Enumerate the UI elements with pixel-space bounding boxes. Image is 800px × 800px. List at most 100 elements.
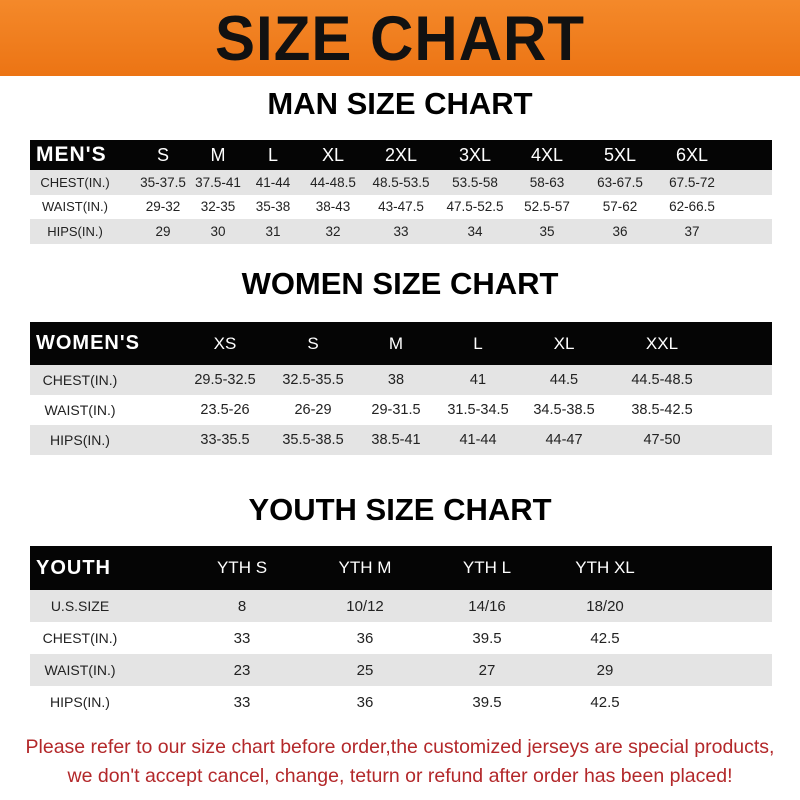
table-cell: 14/16 — [468, 597, 506, 615]
table-cell: 37.5-41 — [195, 174, 241, 190]
page-title: SIZE CHART — [215, 2, 585, 74]
row-label: WAIST(IN.) — [44, 402, 116, 418]
table-cell: 29.5-32.5 — [194, 372, 256, 388]
women-size-table: WOMEN'S XS S M L XL XXL CHEST(IN.) 29.5-32.5 32.5… — [30, 322, 772, 455]
table-cell: 32.5-35.5 — [282, 372, 344, 388]
table-row: WAIST(IN.) 23.5-26 26-29 29-31.5 31.5-34.5 34… — [30, 395, 772, 425]
table-cell: 29-32 — [145, 199, 181, 215]
notice-line-1: Please refer to our size chart before or… — [25, 736, 775, 758]
table-row: WAIST(IN.) 23 25 27 29 — [30, 654, 772, 686]
size-header-cell: YTH L — [462, 558, 512, 577]
youth-size-table: YOUTH YTH S YTH M YTH L YTH XL U.S.SIZE 8 10/12… — [30, 546, 772, 718]
table-header-row: MEN'S S M L XL 2XL 3XL 4XL 5XL 6XL — [30, 140, 772, 170]
size-header-cell: 3XL — [458, 144, 492, 165]
women-heading: WOMEN SIZE CHART — [241, 266, 559, 301]
row-label: HIPS(IN.) — [50, 694, 110, 710]
table-cell: 38.5-42.5 — [631, 402, 693, 418]
table-cell: 52.5-57 — [524, 199, 570, 215]
table-cell: 30 — [210, 223, 226, 239]
table-row: WAIST(IN.) 29-32 32-35 35-38 38-43 43-47.5 47.… — [30, 194, 772, 219]
table-header-row: WOMEN'S XS S M L XL XXL — [30, 322, 772, 365]
size-header-cell: 4XL — [530, 144, 564, 165]
table-header-row: YOUTH YTH S YTH M YTH L YTH XL — [30, 546, 772, 590]
table-cell: 44.5-48.5 — [631, 372, 693, 388]
table-cell: 47-50 — [643, 432, 681, 448]
table-cell: 31.5-34.5 — [447, 402, 509, 418]
size-header-cell: 2XL — [384, 144, 418, 165]
table-cell: 27 — [478, 661, 496, 679]
table-cell: 32-35 — [200, 199, 236, 215]
table-cell: 42.5 — [590, 693, 620, 711]
table-cell: 44-47 — [545, 432, 583, 448]
table-cell: 10/12 — [346, 597, 384, 615]
table-cell: 29 — [155, 223, 171, 239]
row-label: HIPS(IN.) — [50, 432, 110, 448]
table-cell: 53.5-58 — [452, 174, 498, 190]
table-cell: 36 — [356, 629, 374, 647]
table-cell: 41 — [469, 372, 487, 388]
table-cell: 36 — [356, 693, 374, 711]
table-cell: 38 — [387, 372, 405, 388]
size-header-cell: XXL — [645, 333, 679, 353]
table-cell: 33 — [233, 629, 251, 647]
table-cell: 62-66.5 — [669, 199, 715, 215]
table-cell: 47.5-52.5 — [446, 199, 504, 215]
table-cell: 32 — [325, 223, 341, 239]
table-row: HIPS(IN.) 29 30 31 32 33 34 35 36 37 — [30, 219, 772, 244]
table-cell: 41-44 — [255, 174, 291, 190]
row-label: U.S.SIZE — [50, 598, 110, 614]
table-cell: 58-63 — [529, 174, 565, 190]
table-cell: 38-43 — [315, 199, 351, 215]
table-cell: 44-48.5 — [310, 174, 356, 190]
table-cell: 23.5-26 — [200, 402, 250, 418]
size-header-cell: YTH M — [338, 558, 392, 577]
row-label: WAIST(IN.) — [44, 662, 116, 678]
table-row: HIPS(IN.) 33-35.5 35.5-38.5 38.5-41 41-44 44-… — [30, 425, 772, 455]
table-cell: 48.5-53.5 — [372, 174, 430, 190]
table-cell: 23 — [233, 661, 251, 679]
table-cell: 43-47.5 — [378, 199, 424, 215]
table-cell: 29-31.5 — [371, 402, 421, 418]
table-cell: 33 — [233, 693, 251, 711]
table-cell: 37 — [684, 223, 700, 239]
table-cell: 33 — [393, 223, 409, 239]
size-header-cell: XL — [553, 333, 575, 353]
men-size-table: MEN'S S M L XL 2XL 3XL 4XL 5XL 6XL CHEST(IN.) 35-37… — [30, 140, 772, 244]
table-cell: 35 — [539, 223, 555, 239]
table-row: CHEST(IN.) 35-37.5 37.5-41 41-44 44-48.5 48.5… — [30, 170, 772, 195]
table-cell: 8 — [237, 597, 247, 615]
table-row: CHEST(IN.) 33 36 39.5 42.5 — [30, 622, 772, 654]
row-label: HIPS(IN.) — [47, 223, 103, 239]
table-cell: 36 — [612, 223, 628, 239]
table-title-cell: YOUTH — [36, 556, 111, 579]
size-header-cell: L — [267, 144, 279, 165]
table-cell: 63-67.5 — [597, 174, 643, 190]
table-cell: 38.5-41 — [371, 432, 421, 448]
table-cell: 41-44 — [459, 432, 497, 448]
table-row: U.S.SIZE 8 10/12 14/16 18/20 — [30, 590, 772, 622]
table-cell: 35.5-38.5 — [282, 432, 344, 448]
table-cell: 34.5-38.5 — [533, 402, 595, 418]
table-row: HIPS(IN.) 33 36 39.5 42.5 — [30, 686, 772, 718]
size-header-cell: M — [210, 144, 226, 165]
table-cell: 44.5 — [549, 372, 579, 388]
table-cell: 18/20 — [586, 597, 624, 615]
table-cell: 35-38 — [255, 199, 291, 215]
table-cell: 31 — [265, 223, 281, 239]
size-header-cell: XL — [321, 144, 345, 165]
table-row: CHEST(IN.) 29.5-32.5 32.5-35.5 38 41 44.5 44.5… — [30, 365, 772, 395]
size-header-cell: YTH XL — [575, 558, 635, 577]
table-cell: 42.5 — [590, 629, 620, 647]
men-heading: MAN SIZE CHART — [267, 86, 533, 121]
row-label: CHEST(IN.) — [42, 372, 118, 388]
title-banner: SIZE CHART — [0, 0, 800, 76]
size-header-cell: 6XL — [675, 144, 709, 165]
table-cell: 35-37.5 — [140, 174, 186, 190]
notice-line-2: we don't accept cancel, change, teturn o… — [67, 765, 733, 787]
table-cell: 57-62 — [602, 199, 638, 215]
size-header-cell: S — [307, 333, 319, 353]
size-header-cell: YTH S — [216, 558, 268, 577]
table-cell: 25 — [356, 661, 374, 679]
row-label: CHEST(IN.) — [42, 630, 118, 646]
table-cell: 67.5-72 — [669, 174, 715, 190]
